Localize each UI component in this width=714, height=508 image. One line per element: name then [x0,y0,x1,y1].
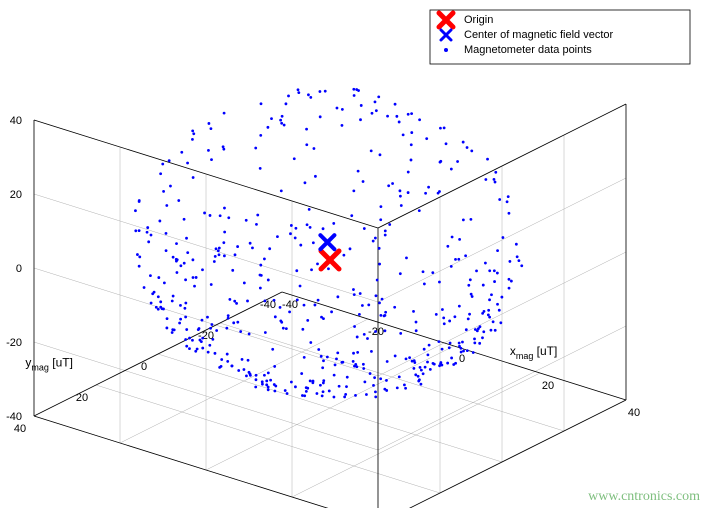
watermark: www.cntronics.com [588,489,700,504]
svg-text:20: 20 [542,380,554,392]
svg-text:-40: -40 [282,299,298,311]
svg-text:20: 20 [10,189,22,201]
legend-label: Origin [464,14,493,26]
svg-text:0: 0 [459,353,465,365]
svg-text:0: 0 [16,263,22,275]
svg-text:-20: -20 [6,337,22,349]
svg-text:xmag [uT]: xmag [uT] [510,344,558,361]
svg-text:40: 40 [628,407,640,419]
scatter3d-plot: -40-2002040-40-2002040-40-2002040xmag [u… [0,0,714,508]
svg-text:ymag [uT]: ymag [uT] [25,355,73,372]
legend-label: Center of magnetic field vector [464,29,614,41]
legend-label: Magnetometer data points [464,44,592,56]
svg-text:40: 40 [14,423,26,435]
svg-text:20: 20 [76,392,88,404]
svg-text:0: 0 [141,361,147,373]
svg-text:-40: -40 [6,411,22,423]
svg-text:40: 40 [10,115,22,127]
